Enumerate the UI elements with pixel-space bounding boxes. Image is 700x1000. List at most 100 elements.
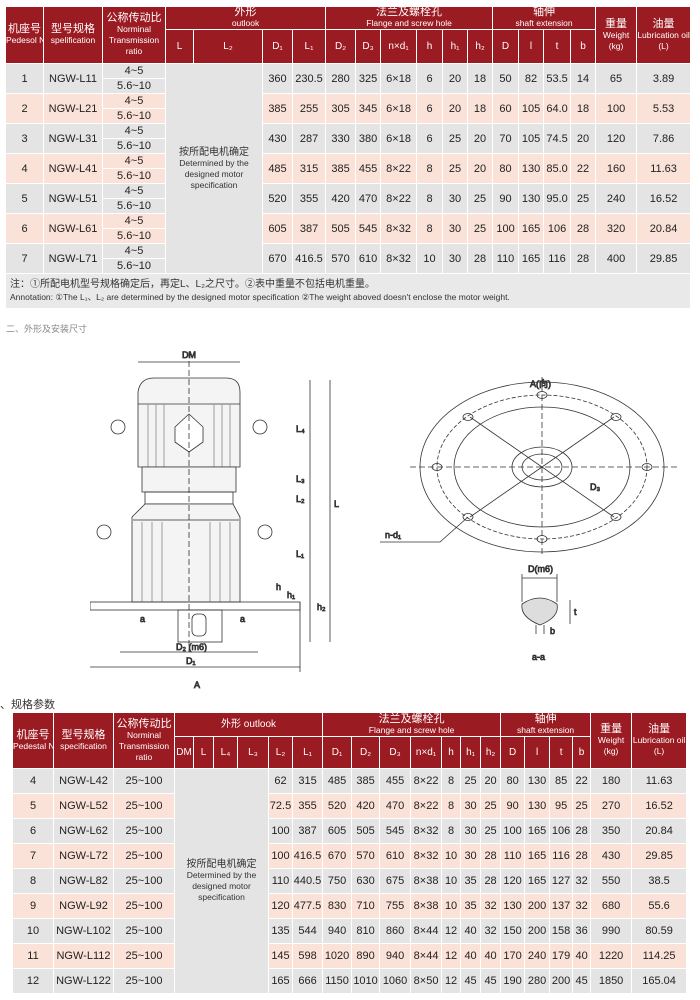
cell-value: 8×32 <box>380 213 418 244</box>
label-d3: D₃ <box>590 482 600 492</box>
cell-value: 25 <box>442 153 469 184</box>
cell-value: 670 <box>262 243 293 274</box>
cell-value: 50 <box>492 63 520 94</box>
cell-value: 305 <box>325 93 357 124</box>
cell-ratio: 5.6~10 <box>102 198 166 214</box>
cell-value: 8×22 <box>380 153 418 184</box>
cell-value: 105 <box>518 93 545 124</box>
cell-ratio: 5.6~10 <box>102 258 166 274</box>
cell-specification: NGW-L62 <box>53 818 114 844</box>
cell-value: 100 <box>268 843 293 869</box>
cell-ratio: 25~100 <box>113 943 175 969</box>
cell-value: 90 <box>492 183 520 214</box>
subheader-0: L <box>165 29 194 64</box>
cell-value: 520 <box>322 793 353 819</box>
flange-view <box>380 377 680 557</box>
cell-value: 120 <box>595 123 638 154</box>
cell-value: 385 <box>262 93 293 124</box>
cell-value: 830 <box>322 893 353 919</box>
cell-ratio: 5.6~10 <box>102 138 166 154</box>
table-row: 1 NGW-L11 4~5 按所配电机确定 Determined by the desi… <box>5 63 692 274</box>
label-h1: h₁ <box>287 590 295 600</box>
cell-value: 165 <box>268 968 293 994</box>
cell-value: 25 <box>460 768 482 794</box>
cell-pedestal-no: 1 <box>5 63 44 94</box>
cell-value: 400 <box>595 243 638 274</box>
label-a-left: a <box>140 614 145 624</box>
cell-value: 30 <box>460 793 482 819</box>
cell-value: 30 <box>460 818 482 844</box>
cell-value: 120 <box>268 893 293 919</box>
header-flange: 法兰及螺栓孔 Flange and screw hole <box>325 6 494 30</box>
table-row: 7 NGW-L72 25~100 100 416.5 670 570 610 8×32 10 30 2… <box>12 843 688 869</box>
cell-value: 14 <box>570 63 597 94</box>
cell-value: 940 <box>379 943 412 969</box>
header-specification: 型号规格 specification <box>53 712 114 769</box>
cell-value: 30 <box>442 183 469 214</box>
cell-value: 130 <box>518 153 545 184</box>
cell-value: 670 <box>322 843 353 869</box>
cell-value: 28 <box>572 843 592 869</box>
cell-value: 416.5 <box>291 243 327 274</box>
cell-value: 53.5 <box>543 63 572 94</box>
cell-value: 1060 <box>379 968 412 994</box>
cell-value: 25 <box>467 183 494 214</box>
cell-value: 8×44 <box>410 943 443 969</box>
merged-motor-note: 按所配电机确定 Determined by the designed motor … <box>165 63 263 274</box>
cell-value: 7.86 <box>636 123 692 154</box>
cell-value: 280 <box>325 63 357 94</box>
cell-value: 28 <box>467 243 494 274</box>
cell-ratio: 25~100 <box>113 793 175 819</box>
cell-pedestal-no: 11 <box>12 943 54 969</box>
cell-pedestal-no: 7 <box>5 243 44 274</box>
cell-value: 8×50 <box>410 968 443 994</box>
header-ratio: 公称传动比 Norminal Transmission ratio <box>113 712 175 769</box>
cell-specification: NGW-L42 <box>53 768 114 794</box>
cell-value: 100 <box>268 818 293 844</box>
cell-value: 179 <box>549 943 574 969</box>
header-flange: 法兰及螺栓孔 Flange and screw hole <box>322 712 502 737</box>
subheader-10: D <box>492 29 520 64</box>
cell-value: 387 <box>291 818 324 844</box>
cell-value: 255 <box>291 93 327 124</box>
cell-value: 137 <box>549 893 574 919</box>
cell-value: 455 <box>355 153 382 184</box>
cell-value: 20 <box>442 93 469 124</box>
cell-value: 110 <box>268 868 293 894</box>
cell-value: 750 <box>322 868 353 894</box>
cell-value: 62 <box>268 768 293 794</box>
cell-value: 29.85 <box>631 843 688 869</box>
cell-value: 85 <box>549 768 574 794</box>
cell-value: 545 <box>379 818 412 844</box>
cell-value: 5.53 <box>636 93 692 124</box>
note-en: Annotation: ①The L₁、L₂ are determined by… <box>10 292 510 302</box>
cell-specification: NGW-L102 <box>53 918 114 944</box>
cell-value: 36 <box>572 918 592 944</box>
cell-value: 40 <box>572 943 592 969</box>
cell-ratio: 25~100 <box>113 868 175 894</box>
cell-value: 60 <box>492 93 520 124</box>
cell-value: 64.0 <box>543 93 572 124</box>
cell-value: 8×32 <box>410 818 443 844</box>
cell-value: 16.52 <box>631 793 688 819</box>
cell-value: 32 <box>572 893 592 919</box>
cell-value: 360 <box>262 63 293 94</box>
cell-pedestal-no: 4 <box>5 153 44 184</box>
cell-value: 355 <box>291 793 324 819</box>
subheader-12: h₂ <box>480 736 502 769</box>
cell-value: 72.5 <box>268 793 293 819</box>
cell-value: 95 <box>549 793 574 819</box>
cell-ratio: 4~5 <box>102 153 166 169</box>
cell-value: 165 <box>518 243 545 274</box>
cell-pedestal-no: 6 <box>12 818 54 844</box>
cell-pedestal-no: 9 <box>12 893 54 919</box>
table-row: 10 NGW-L102 25~100 135 544 940 810 860 8×44 12 40 3… <box>12 918 688 944</box>
cell-value: 385 <box>325 153 357 184</box>
cell-value: 25 <box>570 183 597 214</box>
cell-value: 10 <box>441 893 462 919</box>
cell-ratio: 25~100 <box>113 843 175 869</box>
cell-value: 32 <box>480 918 502 944</box>
table-row: 5 NGW-L52 25~100 72.5 355 520 420 470 8×22 8 30 25 9… <box>12 793 688 819</box>
subheader-8: h₁ <box>442 29 469 64</box>
